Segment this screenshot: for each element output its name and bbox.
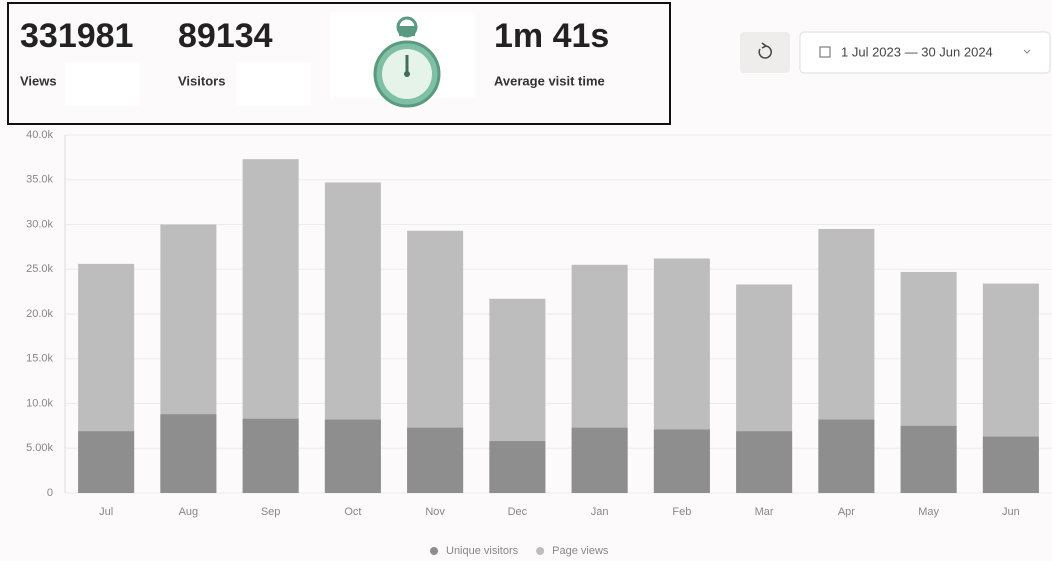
bar [489,441,546,493]
x-tick-label: Jun [1002,506,1020,518]
bar [818,419,875,493]
bar [982,436,1039,493]
stat-label: Average visit time [494,73,605,88]
legend-dot [536,547,545,555]
date-range: 1 Jul 2023 — 30 Jun 2024 [841,44,993,59]
bar [653,429,710,493]
legend-dot [430,547,438,555]
redaction [236,62,311,106]
bar [78,431,135,493]
x-tick-label: Sep [261,506,281,518]
x-tick-label: Apr [838,506,855,518]
bar [571,427,628,493]
bar [736,431,793,493]
y-tick-label: 10.0k [26,397,53,409]
x-tick-label: Jul [99,506,113,518]
x-tick-label: Oct [344,506,361,518]
y-tick-label: 0 [47,487,53,499]
bar [160,414,217,493]
stat-label: Visitors [178,73,225,88]
y-tick-label: 25.0k [26,263,53,275]
x-tick-label: Mar [755,506,774,518]
stopwatch-icon [373,16,441,108]
reset-button[interactable] [740,32,790,73]
redaction [65,62,140,106]
x-tick-label: May [918,506,939,518]
bar [324,419,381,493]
y-tick-label: 30.0k [26,218,53,230]
bar [900,425,957,493]
y-tick-label: 40.0k [26,129,53,141]
x-tick-label: Dec [508,506,528,518]
date-picker[interactable]: 1 Jul 2023 — 30 Jun 2024 [799,31,1051,74]
stat-value: 89134 [178,17,273,55]
stat-value: 331981 [20,17,133,55]
x-tick-label: Aug [179,506,199,518]
legend-label: Unique visitors [446,545,519,557]
y-tick-label: 20.0k [26,308,53,320]
x-tick-label: Jan [591,506,609,518]
x-tick-label: Nov [425,506,445,518]
y-tick-label: 35.0k [26,174,53,186]
y-tick-label: 15.0k [26,353,53,365]
y-tick-label: 5.00k [26,442,53,454]
bar [242,418,299,493]
x-tick-label: Feb [672,506,691,518]
stat-value: 1m 41s [494,17,609,55]
bar [407,427,464,493]
stat-label: Views [20,73,57,88]
legend-label: Page views [552,545,609,557]
